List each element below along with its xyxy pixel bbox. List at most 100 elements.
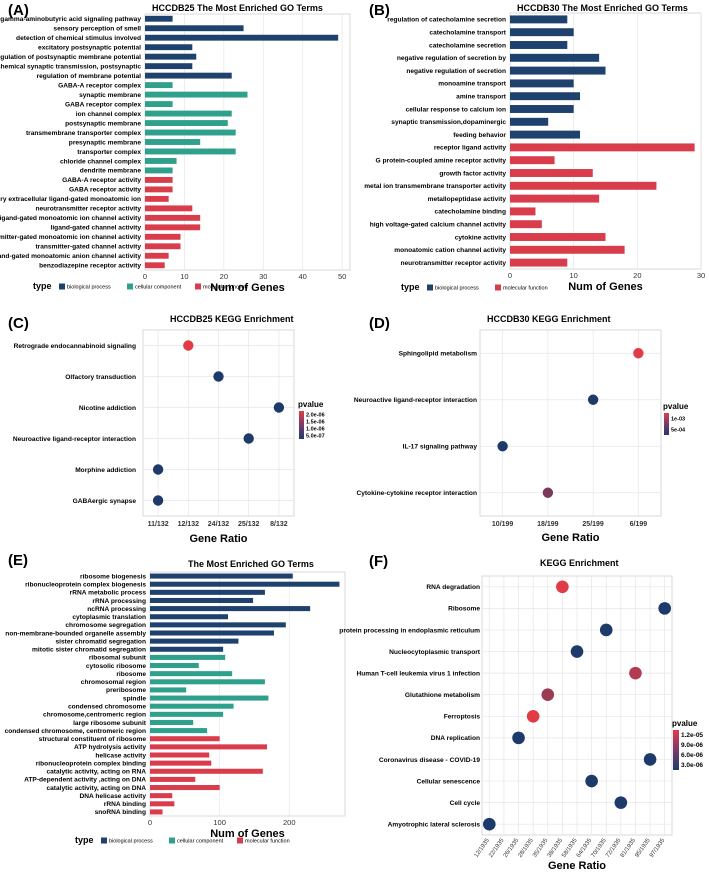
bar	[145, 63, 193, 70]
chart-title: KEGG Enrichment	[540, 558, 619, 568]
x-axis-label: Num of Genes	[210, 282, 285, 294]
dot	[633, 348, 644, 359]
bar	[145, 233, 181, 240]
x-tick-label: 18/199	[537, 521, 559, 528]
bar	[510, 194, 600, 203]
dot	[497, 441, 508, 452]
x-tick-label: 30	[259, 272, 267, 281]
bar	[510, 53, 600, 62]
legend-title: pvalue	[672, 719, 698, 728]
bar	[510, 41, 568, 49]
bar	[150, 768, 263, 774]
x-tick-label: 50	[338, 272, 346, 281]
category-label: condensed chromosome	[68, 704, 146, 711]
bar	[150, 630, 274, 636]
x-tick-label: 97/1935	[649, 837, 667, 859]
category-label: GABA receptor complex	[65, 101, 141, 108]
colorbar	[299, 411, 304, 439]
bar	[510, 79, 574, 88]
bar	[150, 671, 233, 677]
dot	[643, 753, 657, 766]
category-label: high voltage-gated calcium channel activ…	[370, 222, 507, 229]
bar	[145, 186, 173, 193]
bar	[510, 117, 549, 126]
category-label: cytosolic ribosome	[86, 663, 146, 670]
x-tick-label: 30	[697, 271, 705, 280]
bar	[145, 252, 169, 259]
plot-frame	[479, 329, 662, 517]
category-label: ribonucleoprotein complex binding	[36, 760, 146, 767]
category-label: Glutathione metabolism	[405, 692, 480, 699]
category-label: catalytic activity, acting on RNA	[46, 769, 146, 776]
x-axis-label: Gene Ratio	[548, 860, 606, 872]
colorbar-tick-label: 5e-04	[671, 428, 686, 434]
category-label: catecholamine secretion	[429, 42, 506, 49]
bar	[510, 143, 695, 152]
category-label: feeding behavior	[453, 132, 506, 139]
category-label: mitotic sister chromatid segregation	[32, 647, 146, 654]
x-axis-label: Num of Genes	[210, 828, 285, 840]
category-label: structural constituent of ribosome	[39, 736, 147, 743]
category-label: cellular response to calcium ion	[406, 106, 506, 113]
category-label: excitatory postsynaptic potential	[38, 44, 141, 51]
bar	[145, 158, 177, 164]
category-label: negative regulation of secretion	[406, 68, 506, 75]
category-label: rRNA binding	[104, 801, 146, 808]
category-label: ncRNA processing	[87, 606, 146, 613]
category-label: presynaptic membrane	[69, 139, 142, 146]
bar	[145, 148, 236, 155]
x-tick-label: 20	[220, 272, 228, 281]
category-label: ribosome biogenesis	[80, 573, 146, 580]
category-label: DNA replication	[431, 735, 480, 742]
category-label: benzodiazepine receptor activity	[39, 263, 141, 270]
bar	[150, 760, 212, 766]
category-label: regulation of membrane potential	[37, 73, 142, 80]
category-label: Sphingolipid metabolism	[399, 351, 478, 358]
bar	[510, 207, 536, 216]
colorbar-tick-label: 1e-03	[671, 417, 685, 423]
bar	[510, 105, 574, 113]
category-label: Ferroptosis	[444, 714, 481, 721]
category-label: G protein-coupled amine receptor activit…	[376, 158, 507, 165]
legend-label: biological process	[435, 286, 479, 292]
legend-label: molecular function	[245, 839, 290, 845]
category-label: non-membrane-bounded organelle assembly	[5, 630, 146, 637]
category-label: preribosome	[106, 687, 146, 694]
x-tick-label: 200	[283, 818, 296, 827]
dot	[629, 666, 642, 680]
colorbar-tick-label: 1.0e-06	[306, 427, 325, 433]
category-label: ribosome	[116, 671, 146, 678]
bar	[145, 195, 169, 202]
bar	[145, 243, 181, 250]
bar	[145, 120, 228, 126]
plot-frame	[509, 12, 702, 270]
bar	[150, 703, 234, 709]
bar	[150, 711, 224, 717]
bar	[145, 205, 193, 212]
bar	[510, 220, 542, 229]
bar	[510, 181, 657, 190]
category-label: Nicotine addiction	[79, 405, 136, 412]
bar	[510, 258, 568, 267]
category-label: chromosome segregation	[65, 622, 146, 629]
bar	[145, 25, 244, 32]
bar	[150, 744, 267, 750]
legend-title: type	[33, 281, 52, 291]
category-label: rRNA processing	[92, 598, 146, 605]
chart-title: HCCDB30 KEGG Enrichment	[487, 314, 611, 324]
dot	[152, 495, 164, 506]
category-label: Cytokine-cytokine receptor interaction	[356, 490, 477, 497]
bar	[150, 679, 265, 685]
dot	[213, 371, 224, 382]
bar	[510, 130, 581, 139]
category-label: Amyotrophic lateral sclerosis	[388, 822, 481, 829]
category-label: helicase activity	[95, 752, 146, 759]
legend-swatch-biological-process	[101, 837, 107, 844]
chart-title: The Most Enriched GO Terms	[188, 559, 314, 569]
legend-title: pvalue	[298, 400, 324, 409]
category-label: chemical synaptic transmission, postsyna…	[0, 63, 141, 70]
panel-label: (C)	[8, 315, 29, 332]
category-label: Neuroactive ligand-receptor interaction	[354, 397, 477, 404]
x-tick-label: 8/132	[270, 521, 288, 528]
